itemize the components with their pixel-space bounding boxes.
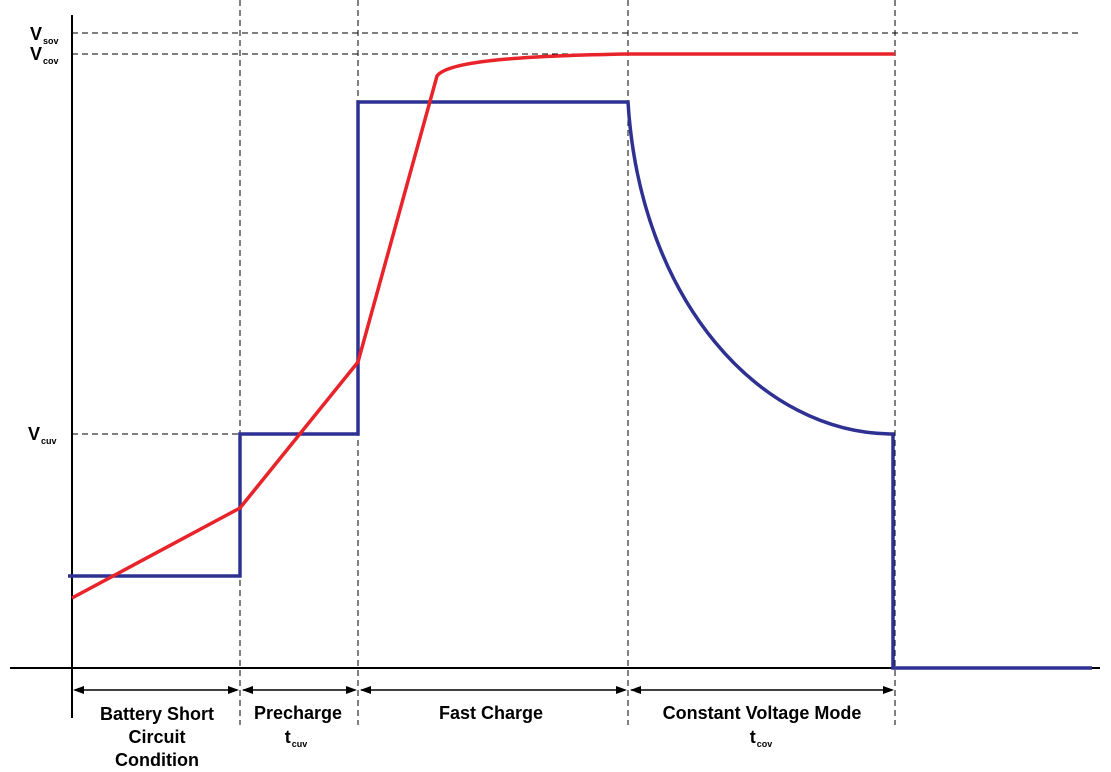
precharge-time-label: tcuv — [285, 727, 308, 749]
v-cov-label: Vcov — [30, 44, 59, 66]
v-sov-label: Vsov — [30, 24, 59, 46]
phase-arrows — [73, 686, 894, 694]
phase-label-short-circuit-line1: Battery Short — [100, 704, 214, 724]
v-cuv-label: Vcuv — [28, 424, 57, 446]
current-curve — [68, 100, 1092, 670]
voltage-curve — [71, 52, 895, 600]
phase-label-cv-mode: Constant Voltage Mode — [663, 703, 862, 723]
phase-label-fast-charge: Fast Charge — [439, 703, 543, 723]
cv-time-label: tcov — [750, 727, 773, 749]
phase-label-precharge: Precharge — [254, 703, 342, 723]
phase-label-short-circuit-line2: Circuit — [128, 727, 185, 747]
phase-label-short-circuit-line3: Condition — [115, 750, 199, 770]
